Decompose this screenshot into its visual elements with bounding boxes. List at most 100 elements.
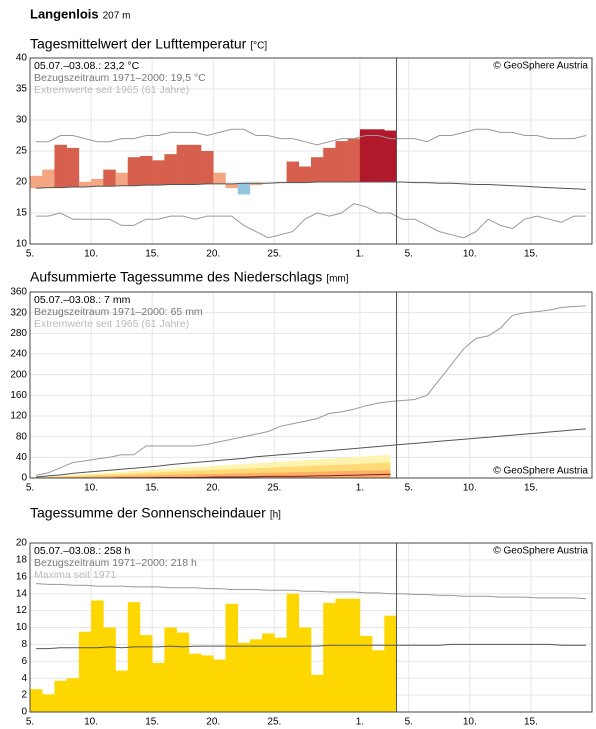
bar [286, 161, 300, 183]
y-tick-label: 40 [16, 452, 28, 463]
bar [298, 627, 312, 712]
y-tick-label: 16 [16, 571, 28, 582]
bar [384, 130, 397, 182]
y-tick-label: 160 [10, 390, 27, 401]
bar [54, 144, 67, 188]
bar [372, 650, 385, 712]
bar [54, 680, 67, 712]
bar [372, 129, 385, 182]
info-text: Bezugszeitraum 1971–2000: 65 mm [34, 306, 203, 318]
y-tick-label: 200 [10, 369, 27, 380]
x-tick-label: 10. [84, 717, 98, 728]
x-tick-label: 5. [26, 249, 34, 260]
bar [30, 175, 43, 189]
plot-area [30, 292, 592, 478]
line [36, 128, 587, 146]
y-tick-label: 2 [21, 690, 27, 701]
bar [176, 632, 190, 712]
chart-title: Tagessumme der Sonnenscheindauer [30, 505, 266, 521]
bar [274, 637, 287, 712]
bar [164, 154, 177, 185]
bar [164, 627, 177, 712]
y-tick-label: 15 [16, 208, 28, 219]
line [36, 643, 586, 650]
bar [213, 172, 226, 184]
info-text: Extremwerte seit 1965 (61 Jahre) [34, 84, 189, 96]
bar [103, 169, 116, 187]
y-tick-label: 8 [21, 639, 27, 650]
x-tick-label: 10. [463, 249, 477, 260]
bar [188, 653, 202, 712]
bar [262, 633, 275, 712]
bar [311, 674, 324, 712]
line [36, 203, 586, 239]
bar [201, 655, 214, 712]
x-tick-label: 15. [524, 249, 538, 260]
y-tick-label: 80 [16, 431, 28, 442]
bar [335, 598, 348, 712]
chart-unit: [mm] [326, 274, 348, 285]
x-tick-label: 20. [206, 717, 220, 728]
bar [176, 144, 190, 185]
bar [249, 639, 263, 712]
line [36, 583, 586, 600]
bar [335, 141, 348, 182]
x-tick-label: 10. [463, 483, 477, 494]
y-tick-label: 6 [21, 656, 27, 667]
station-elevation: 207 m [103, 11, 131, 22]
x-tick-label: 20. [206, 483, 220, 494]
bar [66, 678, 80, 712]
bar [127, 157, 141, 186]
x-tick-label: 15. [524, 483, 538, 494]
x-tick-label: 25. [267, 249, 281, 260]
x-tick-label: 10. [463, 717, 477, 728]
x-tick-label: 5. [405, 483, 413, 494]
y-tick-label: 14 [16, 588, 28, 599]
bar [347, 598, 361, 712]
x-tick-label: 15. [145, 483, 159, 494]
chart-title: Aufsummierte Tagessumme des Niederschlag… [30, 269, 322, 285]
x-tick-label: 5. [405, 249, 413, 260]
bar [225, 603, 238, 712]
bar [213, 659, 226, 712]
x-tick-label: 5. [26, 717, 34, 728]
y-tick-label: 0 [21, 707, 27, 718]
chart-title: Tagesmittelwert der Lufttemperatur [30, 36, 247, 52]
plot-frame [29, 57, 593, 245]
x-tick-label: 1. [356, 249, 364, 260]
credit: © GeoSphere Austria [493, 546, 588, 557]
bar [91, 600, 104, 712]
x-tick-label: 20. [206, 249, 220, 260]
info-text: 05.07.–03.08.: 23,2 °C [34, 60, 140, 72]
y-tick-label: 10 [16, 622, 28, 633]
x-tick-label: 1. [356, 483, 364, 494]
bar [127, 602, 141, 712]
x-tick-label: 25. [267, 717, 281, 728]
reference-line [36, 181, 586, 190]
y-tick-label: 10 [16, 239, 28, 250]
y-tick-label: 20 [16, 538, 28, 549]
info-text: Bezugszeitraum 1971–2000: 19,5 °C [34, 72, 206, 84]
y-tick-label: 30 [16, 115, 28, 126]
y-tick-label: 280 [10, 328, 27, 339]
bar [139, 635, 153, 712]
bar [66, 147, 80, 187]
bar [225, 183, 238, 189]
bar [323, 147, 336, 182]
x-tick-label: 5. [26, 483, 34, 494]
bar [298, 166, 312, 183]
y-tick-label: 18 [16, 555, 28, 566]
bar [249, 183, 263, 186]
plot-frame [29, 291, 593, 479]
bar [115, 172, 129, 186]
bar [201, 151, 214, 184]
bar [42, 169, 55, 188]
bar [30, 689, 43, 712]
bar [359, 635, 373, 712]
y-tick-label: 12 [16, 605, 28, 616]
bar [384, 615, 397, 712]
x-tick-label: 15. [524, 717, 538, 728]
bar [42, 694, 55, 712]
bar [91, 178, 104, 187]
bar [237, 183, 251, 195]
